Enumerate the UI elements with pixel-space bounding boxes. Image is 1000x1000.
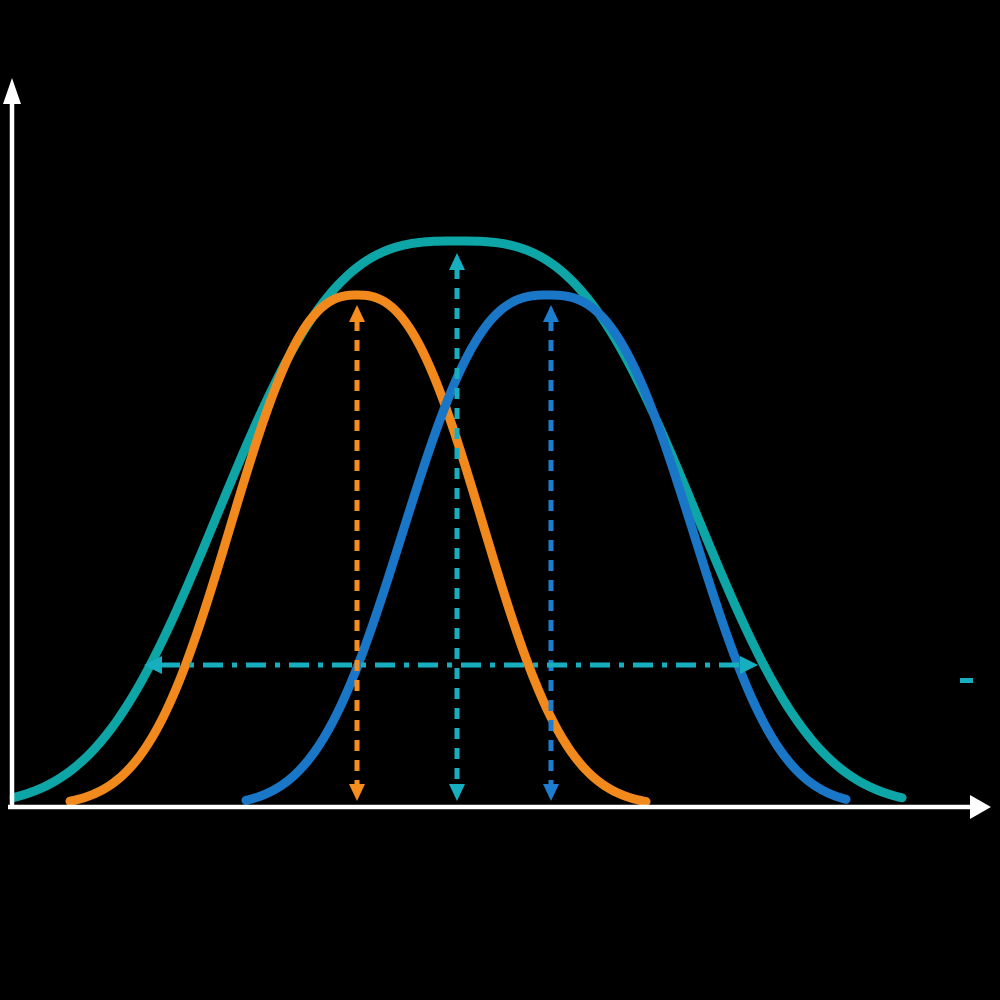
orange-peak-height-arrow-down-arrowhead-icon <box>349 784 365 801</box>
teal-peak-height-arrow-up-arrowhead-icon <box>449 253 465 270</box>
blue-peak-height-arrow-down-arrowhead-icon <box>543 784 559 801</box>
curves-group <box>9 236 907 807</box>
teal-peak-height-arrow-down-arrowhead-icon <box>449 784 465 801</box>
teal-spread-width-arrow-left-arrowhead-icon <box>144 656 162 674</box>
stray-teal-dash <box>960 678 973 683</box>
orange-peak-height-arrow <box>349 305 365 801</box>
y-axis-arrowhead-icon <box>3 78 21 104</box>
x-axis-arrowhead-icon <box>970 795 991 819</box>
teal-spread-width-arrow <box>144 656 758 674</box>
annotations-group <box>144 253 973 801</box>
axes-group <box>3 78 991 819</box>
orange-peak-height-arrow-up-arrowhead-icon <box>349 305 365 322</box>
blue-peak-height-arrow-up-arrowhead-icon <box>543 305 559 322</box>
teal-peak-height-arrow <box>449 253 465 801</box>
teal-spread-width-arrow-right-arrowhead-icon <box>740 656 758 674</box>
blue-peak-height-arrow <box>543 305 559 801</box>
right-blue-distribution-curve <box>241 290 851 805</box>
left-orange-distribution-curve <box>65 290 651 807</box>
wide-teal-distribution-curve <box>9 236 907 803</box>
